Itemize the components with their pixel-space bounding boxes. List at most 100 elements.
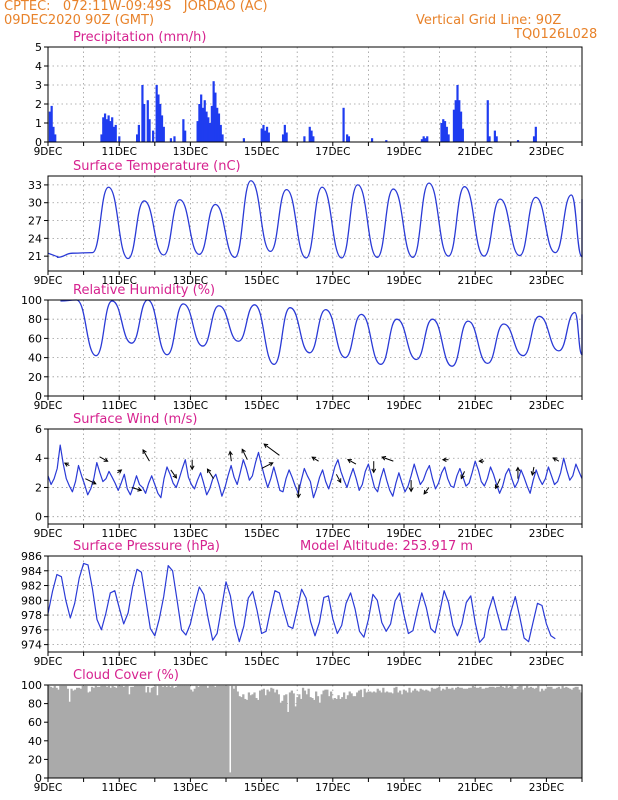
x-tick-label: 13DEC — [173, 782, 208, 794]
x-tick-label: 11DEC — [101, 656, 136, 668]
wind-vector — [99, 456, 108, 462]
cloud-bar — [384, 692, 387, 778]
cloud-bar — [505, 685, 508, 778]
precip-bar — [370, 138, 374, 142]
x-tick-label: 11DEC — [101, 275, 136, 287]
precip-bar — [447, 134, 450, 142]
precip-bar — [532, 136, 536, 142]
cloud-bar — [62, 685, 66, 778]
cloud-bar — [160, 685, 163, 778]
cloud-bar — [146, 686, 150, 778]
y-tick-label: 60 — [28, 716, 42, 729]
precip-bar — [486, 100, 489, 142]
panel-4: 0 2 4 6 9DEC 11DEC 13DEC 15DEC 17DEC 19DEC 21DEC 23… — [34, 412, 583, 540]
cloud-bar — [132, 686, 135, 778]
cloud-bar — [552, 688, 555, 778]
cloud-bar — [283, 695, 286, 778]
precip-bar — [265, 126, 269, 142]
cloud-bar — [466, 688, 469, 778]
cloud-bar — [318, 702, 322, 778]
cloud-bar — [104, 685, 107, 778]
cloud-bar — [531, 687, 534, 778]
precip-bar — [137, 124, 140, 142]
cloud-bar — [580, 692, 583, 778]
cloud-bar — [484, 687, 488, 778]
cloud-bar — [492, 686, 495, 778]
cloud-bar — [107, 685, 111, 778]
precip-bar — [346, 134, 349, 142]
x-tick-label: 17DEC — [315, 275, 350, 287]
wind-vector — [495, 478, 501, 489]
cloud-bar — [135, 685, 139, 778]
y-tick-label: 0 — [35, 511, 42, 524]
cloud-bar — [417, 691, 420, 778]
cloud-bar — [512, 688, 516, 778]
cloud-bar — [270, 687, 273, 778]
cloud-bar — [260, 689, 264, 778]
cloud-bar — [356, 692, 359, 778]
cloud-bar — [436, 687, 439, 778]
panel-6: 0 20 40 60 80 100 9DEC 11DEC 13DEC 15DEC 17DEC 19DE… — [21, 668, 583, 794]
cloud-bar — [117, 685, 120, 778]
cloud-bar — [303, 690, 307, 778]
cloud-bar — [369, 691, 372, 778]
cloud-bar — [294, 706, 297, 778]
cloud-bar — [298, 694, 301, 778]
cloud-bar — [481, 688, 484, 778]
y-tick-label: 4 — [35, 60, 42, 73]
precip-bar — [118, 136, 121, 142]
cloud-bar — [202, 685, 206, 778]
cloud-bar — [320, 694, 323, 778]
x-tick-label: 15DEC — [244, 275, 279, 287]
x-tick-label: 9DEC — [34, 275, 63, 287]
cloud-bar — [537, 685, 540, 778]
y-tick-label: 24 — [28, 232, 42, 245]
cloud-bar — [221, 685, 224, 778]
y-tick-label: 40 — [28, 735, 42, 748]
cloud-bar — [281, 700, 284, 778]
cloud-bar — [245, 699, 249, 778]
cloud-bar — [331, 699, 335, 778]
cloud-bar — [262, 688, 265, 778]
wind-vector — [85, 478, 97, 485]
cloud-bar — [535, 687, 538, 778]
precip-bar — [493, 130, 496, 142]
cloud-bar — [371, 692, 374, 778]
cloud-bar — [413, 688, 417, 778]
y-tick-label: 30 — [28, 197, 42, 210]
cloud-bar — [285, 694, 288, 778]
cloud-bar — [51, 687, 55, 778]
wind-vector — [263, 443, 280, 456]
cloud-bar — [402, 689, 406, 778]
cloud-bar — [141, 685, 144, 778]
precip-bar — [210, 105, 213, 142]
precip-bar — [516, 140, 520, 142]
wind-vector-head — [103, 457, 109, 462]
cloud-bar — [494, 687, 497, 778]
cloud-bar — [329, 691, 333, 778]
cloud-bar — [344, 698, 348, 778]
panel-annotation: Model Altitude: 253.917 m — [300, 539, 473, 554]
x-tick-label: 17DEC — [315, 782, 350, 794]
cloud-bar — [548, 686, 551, 778]
cloud-bar — [576, 686, 579, 778]
cloud-bar — [258, 690, 262, 778]
cloud-bar — [191, 691, 195, 778]
cloud-bar — [328, 696, 331, 778]
precip-bar — [102, 117, 105, 142]
cloud-bar — [87, 692, 90, 778]
cloud-bar — [313, 699, 316, 778]
cloud-bar — [441, 688, 445, 778]
cloud-bar — [148, 692, 152, 778]
y-tick-label: 33 — [28, 179, 42, 192]
x-tick-label: 21DEC — [457, 146, 492, 158]
cloud-bar — [288, 692, 292, 778]
precip-bar — [208, 123, 212, 142]
x-tick-label: 19DEC — [386, 400, 421, 412]
precip-bar — [385, 140, 388, 142]
cloud-bar — [462, 688, 465, 778]
cloud-bar — [455, 687, 458, 778]
x-tick-label: 23DEC — [529, 400, 564, 412]
wind-vector-head — [241, 448, 246, 454]
wind-vector-head — [371, 468, 377, 474]
